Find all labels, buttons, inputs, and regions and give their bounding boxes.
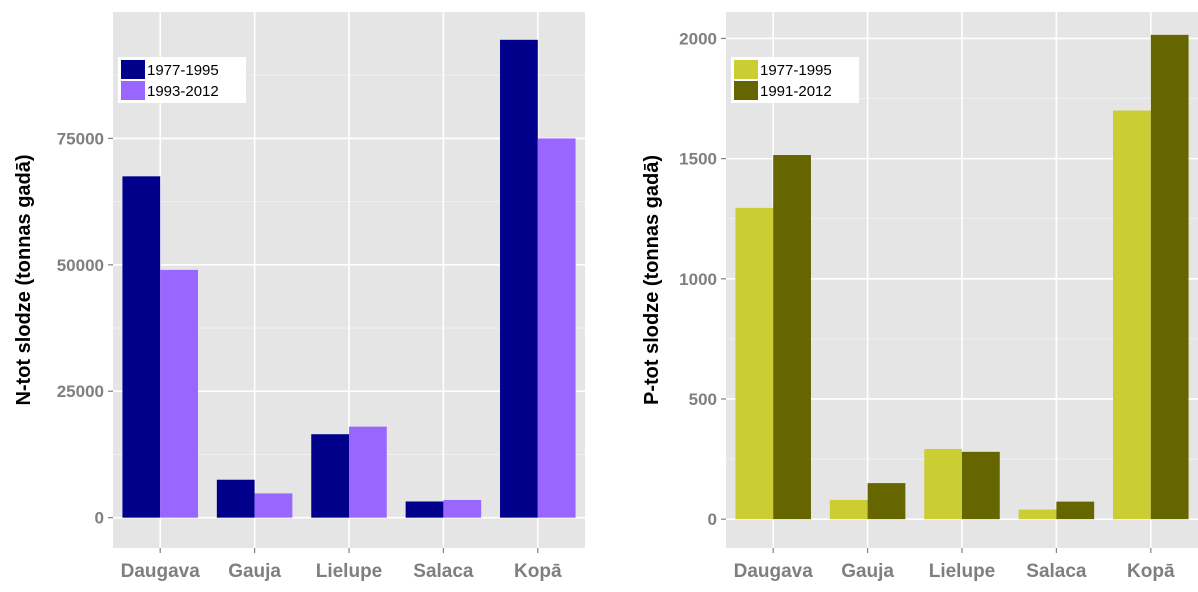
y-tick-label: 25000: [57, 382, 104, 401]
bar-daugava-1993-2012: [160, 269, 198, 518]
x-tick-label: Kopā: [514, 561, 562, 582]
x-tick-label: Gauja: [228, 561, 281, 582]
x-tick-label: Daugava: [121, 561, 201, 582]
y-axis-title: N-tot slodze (tonnas gadā): [13, 154, 35, 405]
bar-kopā-1977-1995: [500, 39, 538, 518]
y-tick-label: 50000: [57, 256, 104, 275]
bar-lielupe-1977-1995: [924, 448, 962, 520]
legend-label: 1977-1995: [147, 62, 219, 79]
x-tick-label: Gauja: [841, 561, 894, 582]
bar-lielupe-1991-2012: [962, 451, 1000, 520]
legend-label: 1977-1995: [760, 62, 832, 79]
bar-salaca-1991-2012: [1056, 501, 1095, 520]
bar-daugava-1991-2012: [773, 155, 811, 520]
chart-panel-2: 0 500 1000 1500 2000 Daugava Gauja Lielupe Salac…: [641, 12, 1198, 582]
y-axis-title: P-tot slodze (tonnas gadā): [641, 155, 663, 405]
x-tick-label: Lielupe: [929, 561, 996, 582]
bar-gauja-1977-1995: [829, 499, 868, 520]
bar-gauja-1991-2012: [867, 483, 906, 520]
y-tick-label: 0: [708, 510, 717, 529]
x-tick-label: Kopā: [1127, 561, 1175, 582]
chart-panel-1: 0 25000 50000 75000 Daugava Gauja Lielupe Salac…: [13, 12, 585, 582]
bar-gauja-1977-1995: [216, 479, 255, 518]
legend-label: 1991-2012: [760, 83, 832, 100]
bar-lielupe-1977-1995: [311, 434, 349, 518]
bar-kopā-1993-2012: [537, 138, 576, 518]
bar-salaca-1993-2012: [443, 499, 482, 518]
y-tick-label: 75000: [57, 129, 104, 148]
y-tick-label: 0: [95, 509, 104, 528]
y-tick-label: 500: [689, 390, 717, 409]
bar-salaca-1977-1995: [405, 501, 444, 518]
legend-swatch: [121, 60, 145, 79]
x-tick-label: Daugava: [734, 561, 814, 582]
legend-swatch: [121, 81, 145, 100]
bar-lielupe-1993-2012: [349, 426, 387, 518]
legend-swatch: [734, 60, 758, 79]
legend-label: 1993-2012: [147, 83, 219, 100]
y-tick-label: 1500: [679, 150, 717, 169]
bar-salaca-1977-1995: [1018, 509, 1057, 520]
bar-daugava-1977-1995: [122, 176, 161, 518]
legend-swatch: [734, 81, 758, 100]
x-tick-label: Salaca: [413, 561, 474, 582]
y-tick-label: 1000: [679, 270, 717, 289]
bar-kopā-1991-2012: [1150, 34, 1189, 520]
bar-kopā-1977-1995: [1113, 110, 1151, 520]
x-tick-label: Lielupe: [316, 561, 383, 582]
y-tick-label: 2000: [679, 29, 717, 48]
bar-daugava-1977-1995: [735, 207, 774, 520]
bar-gauja-1993-2012: [254, 493, 293, 518]
x-tick-label: Salaca: [1026, 561, 1087, 582]
